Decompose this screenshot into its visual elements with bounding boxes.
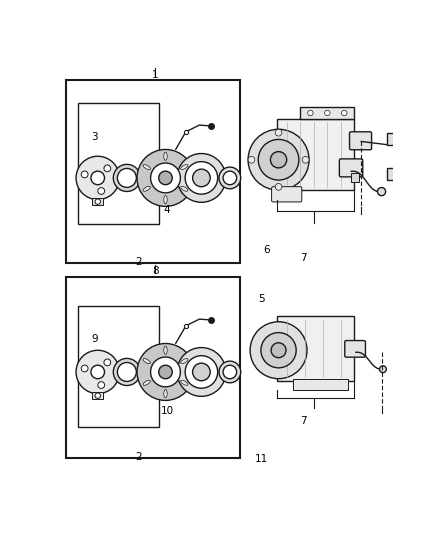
Ellipse shape bbox=[164, 152, 167, 160]
Bar bbox=[300, 107, 354, 119]
Text: 7: 7 bbox=[300, 416, 307, 426]
Circle shape bbox=[104, 359, 111, 366]
Bar bbox=[92, 198, 103, 205]
Circle shape bbox=[271, 343, 286, 358]
Text: 8: 8 bbox=[152, 266, 159, 276]
Circle shape bbox=[117, 168, 136, 188]
Circle shape bbox=[223, 171, 237, 185]
Circle shape bbox=[250, 322, 307, 378]
Ellipse shape bbox=[143, 186, 150, 191]
Circle shape bbox=[223, 365, 237, 379]
Ellipse shape bbox=[143, 359, 150, 364]
Circle shape bbox=[302, 156, 309, 163]
Circle shape bbox=[258, 140, 299, 180]
Circle shape bbox=[91, 171, 105, 185]
Circle shape bbox=[308, 110, 313, 116]
Bar bbox=[387, 133, 400, 145]
Circle shape bbox=[219, 361, 241, 383]
Ellipse shape bbox=[164, 196, 167, 204]
FancyBboxPatch shape bbox=[350, 132, 371, 150]
Circle shape bbox=[113, 358, 141, 385]
Circle shape bbox=[76, 350, 120, 394]
Ellipse shape bbox=[164, 390, 167, 398]
Circle shape bbox=[81, 365, 88, 372]
Circle shape bbox=[159, 171, 172, 185]
Circle shape bbox=[379, 366, 386, 373]
Text: 10: 10 bbox=[161, 406, 174, 416]
Bar bbox=[92, 392, 103, 399]
FancyBboxPatch shape bbox=[272, 187, 302, 202]
Text: 1: 1 bbox=[152, 70, 159, 80]
FancyBboxPatch shape bbox=[339, 159, 363, 177]
Circle shape bbox=[91, 365, 105, 379]
Ellipse shape bbox=[164, 346, 167, 354]
Circle shape bbox=[185, 161, 218, 194]
Circle shape bbox=[98, 382, 105, 389]
FancyBboxPatch shape bbox=[345, 341, 365, 357]
Text: 9: 9 bbox=[91, 334, 98, 344]
Circle shape bbox=[193, 363, 210, 381]
Bar bbox=[276, 316, 354, 381]
Ellipse shape bbox=[180, 380, 188, 385]
Ellipse shape bbox=[180, 186, 188, 191]
Circle shape bbox=[104, 165, 111, 172]
Ellipse shape bbox=[143, 380, 150, 385]
Circle shape bbox=[342, 110, 347, 116]
Circle shape bbox=[137, 343, 194, 400]
Bar bbox=[78, 103, 159, 224]
Circle shape bbox=[185, 356, 218, 388]
Circle shape bbox=[248, 130, 309, 190]
Circle shape bbox=[275, 130, 282, 136]
Bar bbox=[78, 306, 159, 427]
Circle shape bbox=[76, 156, 120, 199]
Text: 11: 11 bbox=[255, 454, 268, 464]
Text: 7: 7 bbox=[300, 253, 307, 263]
Text: 5: 5 bbox=[258, 294, 265, 304]
Ellipse shape bbox=[143, 165, 150, 169]
Circle shape bbox=[325, 110, 330, 116]
Circle shape bbox=[137, 149, 194, 206]
Circle shape bbox=[261, 333, 296, 368]
Circle shape bbox=[270, 151, 287, 168]
Circle shape bbox=[117, 362, 136, 382]
Bar bbox=[276, 119, 354, 190]
Circle shape bbox=[219, 167, 241, 189]
Bar bbox=[66, 80, 240, 263]
Circle shape bbox=[95, 199, 100, 204]
Text: 4: 4 bbox=[164, 205, 170, 215]
Bar bbox=[387, 168, 400, 180]
Circle shape bbox=[151, 163, 180, 193]
Text: 2: 2 bbox=[135, 257, 142, 267]
Text: 2: 2 bbox=[135, 452, 142, 462]
Circle shape bbox=[193, 169, 210, 187]
Ellipse shape bbox=[180, 359, 188, 364]
Circle shape bbox=[81, 171, 88, 178]
Ellipse shape bbox=[180, 165, 188, 169]
Text: 6: 6 bbox=[263, 245, 270, 255]
Text: 3: 3 bbox=[91, 132, 98, 142]
Bar bbox=[351, 173, 359, 182]
Circle shape bbox=[248, 156, 255, 163]
Bar bbox=[293, 378, 348, 390]
Circle shape bbox=[98, 188, 105, 195]
Circle shape bbox=[378, 188, 385, 196]
Circle shape bbox=[151, 357, 180, 387]
Circle shape bbox=[275, 183, 282, 190]
Circle shape bbox=[159, 365, 172, 379]
Circle shape bbox=[113, 164, 141, 191]
Circle shape bbox=[177, 154, 226, 203]
Circle shape bbox=[177, 348, 226, 397]
Circle shape bbox=[95, 393, 100, 398]
Bar bbox=[66, 277, 240, 458]
